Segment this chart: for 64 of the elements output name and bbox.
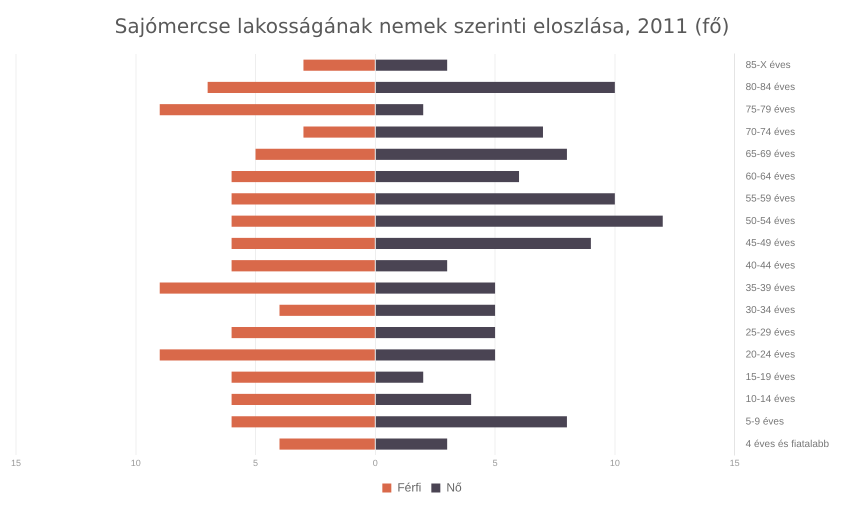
bar: [376, 416, 567, 428]
x-tick-label: 5: [253, 458, 258, 468]
y-tick-label: 30-34 éves: [746, 305, 796, 316]
bar: [376, 82, 615, 94]
bar: [232, 394, 375, 406]
legend-label: Férfi: [397, 480, 422, 494]
y-tick-label: 75-79 éves: [746, 104, 796, 116]
y-tick-label: 65-69 éves: [746, 149, 796, 160]
x-tick-label: 15: [11, 458, 22, 468]
bar: [232, 327, 375, 338]
bar: [376, 126, 543, 138]
bar: [303, 126, 375, 138]
bar: [376, 60, 448, 71]
bar: [376, 304, 496, 316]
bar: [232, 171, 375, 182]
chart-title: Sajómercse lakosságának nemek szerinti eloszlása, 2011 (fő): [114, 14, 730, 38]
bar: [376, 238, 591, 250]
y-tick-label: 5-9 éves: [746, 416, 784, 428]
bar: [160, 104, 375, 116]
legend-label: Nő: [446, 480, 462, 494]
y-tick-label: 40-44 éves: [746, 260, 796, 272]
bar: [232, 372, 375, 383]
y-tick-label: 80-84 éves: [746, 82, 796, 94]
bar: [376, 327, 496, 338]
y-tick-label: 45-49 éves: [746, 238, 796, 250]
bar: [376, 193, 615, 204]
y-tick-label: 10-14 éves: [746, 394, 796, 406]
bar: [376, 216, 663, 227]
bar: [208, 82, 375, 94]
y-tick-label: 35-39 éves: [746, 282, 796, 294]
bar: [279, 304, 375, 316]
y-tick-label: 20-24 éves: [746, 350, 796, 361]
bar: [376, 372, 424, 383]
bar: [160, 349, 375, 360]
bar: [376, 394, 472, 406]
y-tick-label: 55-59 éves: [746, 194, 796, 205]
bar: [232, 216, 375, 227]
x-tick-label: 10: [610, 458, 620, 468]
bar: [256, 148, 375, 160]
y-tick-label: 60-64 éves: [746, 171, 796, 182]
bar: [232, 193, 375, 204]
y-tick-label: 50-54 éves: [746, 216, 796, 227]
y-tick-label: 15-19 éves: [746, 372, 796, 383]
x-tick-label: 15: [730, 458, 740, 468]
bar: [376, 438, 448, 450]
bar: [376, 349, 496, 360]
x-tick-label: 0: [372, 458, 378, 468]
bar: [232, 416, 375, 428]
bar: [160, 282, 375, 294]
bar: [376, 260, 448, 272]
bar: [376, 171, 520, 182]
bar: [376, 282, 496, 294]
y-tick-label: 70-74 éves: [746, 126, 796, 138]
bar: [279, 438, 375, 450]
bar: [232, 260, 375, 272]
bar: [376, 104, 424, 116]
x-tick-label: 10: [130, 458, 141, 468]
bar: [376, 148, 567, 160]
bar: [303, 60, 375, 71]
bar: [232, 238, 375, 250]
x-tick-label: 5: [492, 458, 498, 468]
y-tick-label: 85-X éves: [746, 60, 791, 71]
y-tick-label: 4 éves és fiatalabb: [746, 438, 830, 450]
y-tick-label: 25-29 éves: [746, 327, 796, 338]
